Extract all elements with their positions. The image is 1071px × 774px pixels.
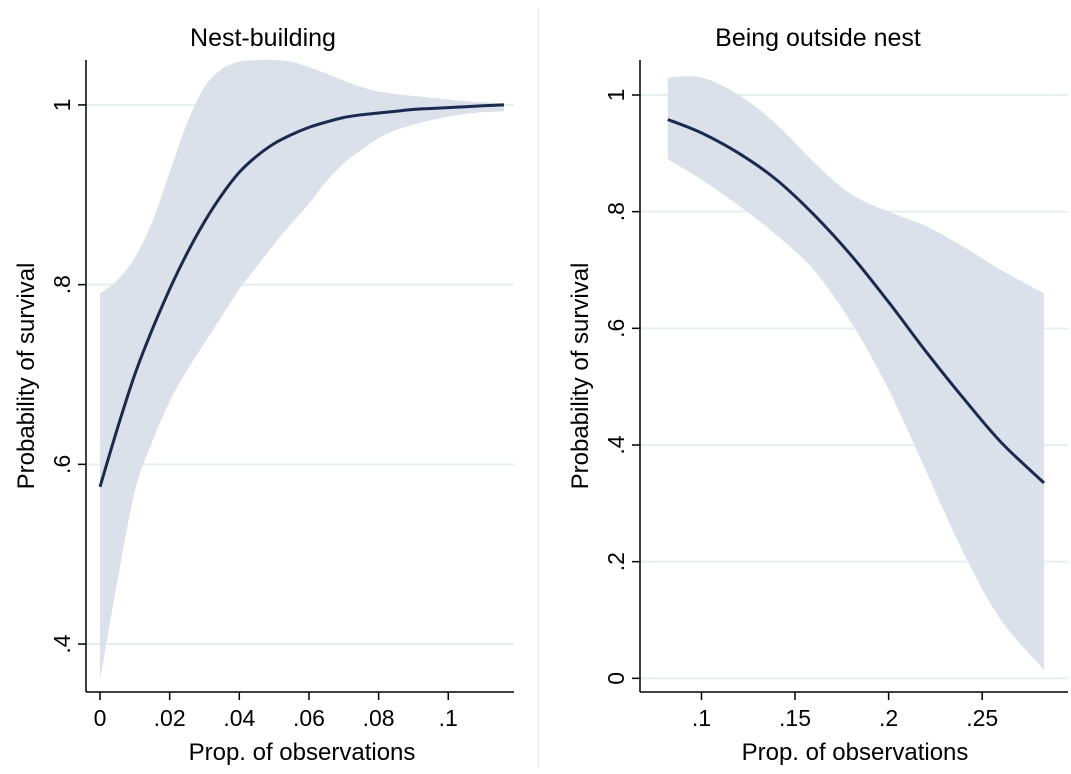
y-ticks: 0 .2 .4 .6 .8 1	[603, 89, 640, 685]
x-tick-label: .2	[879, 705, 898, 731]
y-tick-label: 1	[49, 99, 75, 112]
confidence-band	[100, 59, 504, 680]
chart-title: Nest-building	[190, 24, 336, 52]
confidence-band	[667, 76, 1044, 670]
x-tick-label: 0	[94, 705, 107, 731]
chart-title: Being outside nest	[715, 24, 921, 52]
y-tick-label: .6	[603, 319, 629, 338]
y-tick-label: .8	[49, 275, 75, 294]
y-tick-label: .6	[49, 455, 75, 474]
panel-being-outside-nest: 0 .2 .4 .6 .8 1 .1 .15 .2 .25 Being outside nest…	[567, 24, 1068, 766]
x-tick-label: .1	[439, 705, 458, 731]
x-axis-label: Prop. of observations	[742, 739, 969, 766]
x-tick-label: .08	[363, 705, 395, 731]
x-tick-label: .06	[293, 705, 325, 731]
x-tick-label: .1	[692, 705, 711, 731]
x-tick-label: .02	[154, 705, 186, 731]
y-tick-label: .8	[603, 202, 629, 221]
panel-nest-building: .4 .6 .8 1 0 .02 .04 .06 .08 .1 Nest-building Pr…	[13, 24, 514, 766]
y-tick-label: .4	[49, 634, 75, 653]
y-tick-label: .2	[603, 552, 629, 571]
y-axis-label: Probability of survival	[567, 263, 594, 490]
panel-divider	[538, 10, 539, 766]
y-axis-label: Probability of survival	[13, 263, 40, 490]
y-tick-label: 1	[603, 89, 629, 102]
x-tick-label: .15	[779, 705, 811, 731]
y-tick-label: .4	[603, 435, 629, 454]
x-tick-label: .04	[223, 705, 255, 731]
x-tick-label: .25	[966, 705, 998, 731]
survival-curve	[667, 118, 1046, 484]
x-ticks: .1 .15 .2 .25	[692, 692, 998, 731]
y-tick-label: 0	[603, 672, 629, 685]
x-ticks: 0 .02 .04 .06 .08 .1	[94, 692, 458, 731]
x-axis-label: Prop. of observations	[189, 739, 416, 766]
y-ticks: .4 .6 .8 1	[49, 99, 86, 654]
survival-curve	[98, 103, 505, 488]
